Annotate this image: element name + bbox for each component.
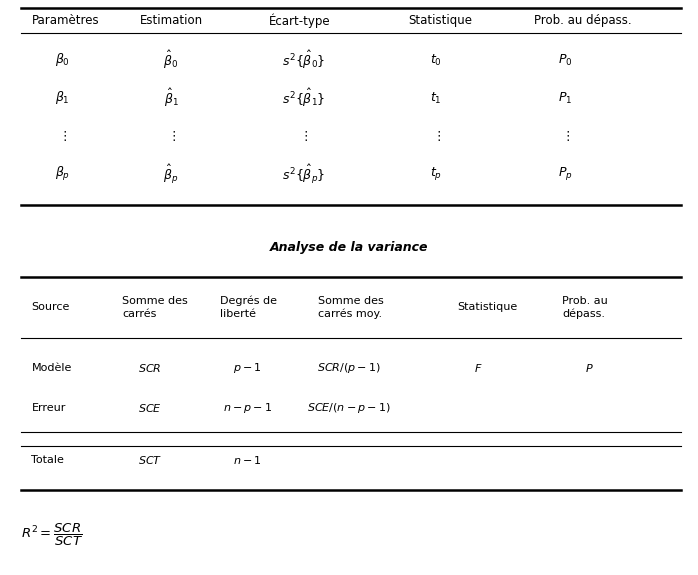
Text: $\beta_{p}$: $\beta_{p}$ [55,165,70,183]
Text: Statistique: Statistique [408,14,473,27]
Text: $P_{p}$: $P_{p}$ [558,166,573,182]
Text: $n - 1$: $n - 1$ [233,454,262,466]
Text: Écart-type: Écart-type [269,13,330,28]
Text: $p - 1$: $p - 1$ [233,361,262,375]
Text: $\vdots$: $\vdots$ [299,129,308,143]
Text: $s^{2}\{\hat{\beta}_{1}\}$: $s^{2}\{\hat{\beta}_{1}\}$ [282,87,325,109]
Text: $\vdots$: $\vdots$ [561,129,570,143]
Text: Paramètres: Paramètres [31,14,99,27]
Text: $\mathit{SCE}$: $\mathit{SCE}$ [138,402,162,414]
Text: Prob. au dépass.: Prob. au dépass. [534,14,632,27]
Text: $\vdots$: $\vdots$ [432,129,440,143]
Text: Analyse de la variance: Analyse de la variance [269,242,429,255]
Text: $P_{0}$: $P_{0}$ [558,52,572,67]
Text: Somme des
carrés: Somme des carrés [122,296,188,319]
Text: $\beta_{0}$: $\beta_{0}$ [55,52,70,68]
Text: $t_{0}$: $t_{0}$ [430,52,443,67]
Text: Totale: Totale [31,455,64,465]
Text: $\hat{\beta}_{0}$: $\hat{\beta}_{0}$ [163,49,179,71]
Text: Prob. au
dépass.: Prob. au dépass. [562,296,608,320]
Text: Erreur: Erreur [31,403,66,413]
Text: Modèle: Modèle [31,363,72,373]
Text: $R^{2} = \dfrac{SCR}{SCT}$: $R^{2} = \dfrac{SCR}{SCT}$ [21,522,83,548]
Text: $\vdots$: $\vdots$ [59,129,67,143]
Text: $\hat{\beta}_{p}$: $\hat{\beta}_{p}$ [163,163,179,186]
Text: $t_{p}$: $t_{p}$ [430,166,443,182]
Text: Estimation: Estimation [140,14,202,27]
Text: $\hat{\beta}_{1}$: $\hat{\beta}_{1}$ [163,87,179,109]
Text: $s^{2}\{\hat{\beta}_{p}\}$: $s^{2}\{\hat{\beta}_{p}\}$ [282,163,325,186]
Text: Degrés de
liberté: Degrés de liberté [220,296,277,319]
Text: $\mathit{SCR}$: $\mathit{SCR}$ [138,362,162,374]
Text: $\mathit{SCR/(p-1)}$: $\mathit{SCR/(p-1)}$ [317,361,381,375]
Text: $P_{1}$: $P_{1}$ [558,90,572,106]
Text: $\mathit{SCT}$: $\mathit{SCT}$ [138,454,162,466]
Text: $\mathit{P}$: $\mathit{P}$ [586,362,594,374]
Text: $\mathit{F}$: $\mathit{F}$ [474,362,482,374]
Text: $\mathit{SCE/(n-p-1)}$: $\mathit{SCE/(n-p-1)}$ [307,401,391,415]
Text: $s^{2}\{\hat{\beta}_{0}\}$: $s^{2}\{\hat{\beta}_{0}\}$ [282,49,325,71]
Text: $n - p - 1$: $n - p - 1$ [223,401,272,415]
Text: Somme des
carrés moy.: Somme des carrés moy. [318,296,383,320]
Text: $t_{1}$: $t_{1}$ [431,90,442,106]
Text: $\beta_{1}$: $\beta_{1}$ [55,90,70,106]
Text: Source: Source [31,302,70,312]
Text: $\vdots$: $\vdots$ [167,129,175,143]
Text: Statistique: Statistique [457,302,517,312]
